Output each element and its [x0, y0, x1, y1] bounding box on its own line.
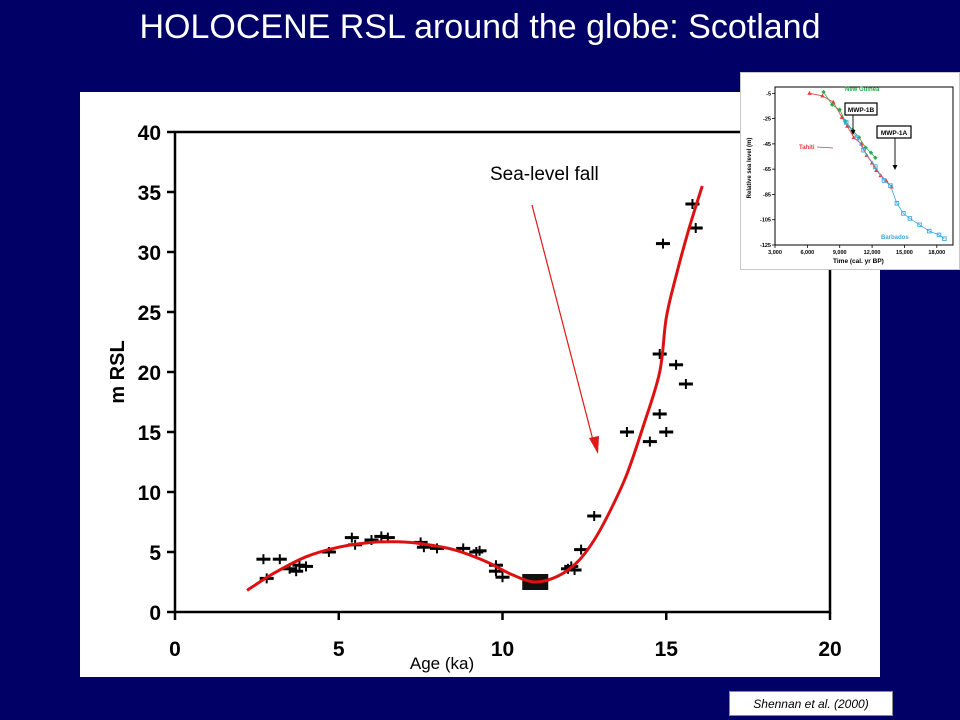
inset-point [927, 228, 932, 234]
inset-x-tick-label: 18,000 [928, 250, 945, 256]
inset-panel: -5 -25 -45 -65 -85 -105 -125 3,000 6,000 9,000 12,… [740, 72, 960, 270]
data-point [472, 545, 487, 556]
inset-point [854, 135, 860, 140]
inset-point [821, 89, 826, 95]
inset-point [873, 164, 878, 169]
data-point [272, 554, 287, 565]
citation: Shennan et al. (2000) [729, 691, 893, 716]
data-point [688, 223, 703, 233]
inset-y-tick-label: -105 [760, 218, 771, 224]
x-tick-label: 15 [655, 638, 679, 661]
inset-x-tick-label: 12,000 [864, 250, 881, 256]
inset-point [873, 155, 878, 160]
x-tick-label: 0 [169, 638, 181, 661]
data-point [344, 532, 359, 543]
y-tick-label: 0 [149, 602, 161, 625]
y-tick-label: 35 [138, 182, 162, 205]
data-point [652, 349, 667, 359]
inset-tahiti-pointer [816, 146, 834, 149]
y-tick-label: 5 [149, 542, 161, 565]
data-point [659, 427, 674, 437]
inset-point [894, 201, 900, 206]
data-point [655, 238, 670, 249]
inset-mwp1a-box [876, 125, 912, 139]
inset-x-tick-label: 15,000 [896, 250, 913, 256]
inset-point [807, 90, 812, 95]
rsl-chart: 0 5 10 15 20 25 30 35 40 0 5 10 15 20 m RSL Age (ka) Sea… [107, 122, 842, 673]
inset-label-tahiti: Tahiti [799, 145, 815, 151]
data-point [678, 379, 693, 389]
inset-y-tick-label: -125 [760, 243, 771, 249]
data-point [619, 427, 634, 437]
y-tick-label: 20 [138, 362, 161, 385]
inset-point [936, 232, 942, 238]
annotation-arrow-line [531, 204, 595, 445]
data-point [256, 554, 271, 565]
inset-x-tick-label: 3,000 [768, 250, 782, 256]
inset-label-mwp1a: MWP-1A [881, 130, 908, 137]
y-axis-label: m RSL [107, 340, 129, 403]
inset-y-axis-label: Relative sea level (m) [747, 138, 753, 199]
inset-point [942, 236, 947, 241]
inset-x-tick-label: 6,000 [800, 250, 814, 256]
inset-point [888, 183, 893, 188]
inset-point [874, 168, 879, 173]
inset-mwp1b-box [844, 102, 878, 116]
inset-y-tick-label: -25 [763, 117, 771, 123]
inset-point [842, 118, 848, 124]
inset-mwp1b-arrowhead [850, 130, 856, 135]
inset-label-barbados: Barbados [881, 235, 909, 241]
inset-y-tick-label: -85 [763, 192, 771, 198]
inset-x-axis-label: Time (cal. yr BP) [833, 258, 884, 265]
inset-plot-frame [774, 86, 954, 246]
x-axis-label: Age (ka) [410, 654, 474, 673]
inset-x-tick-label: 9,000 [833, 250, 847, 256]
x-tick-label: 10 [491, 638, 514, 661]
inset-point [881, 178, 887, 183]
inset-point [917, 222, 922, 228]
inset-mwp1a-arrowhead [892, 165, 898, 170]
y-tick-label: 25 [138, 302, 162, 325]
inset-y-tick-label: -45 [763, 142, 771, 148]
annotation-text: Sea-level fall [490, 164, 599, 185]
inset-label-mwp1b: MWP-1B [848, 107, 875, 114]
slide-title: HOLOCENE RSL around the globe: Scotland [139, 8, 821, 46]
y-tick-label: 40 [138, 122, 161, 145]
inset-point [901, 211, 906, 216]
inset-label-new-guinea: New Guinea [845, 87, 880, 93]
annotation-arrowhead [589, 436, 599, 454]
y-tick-label: 15 [138, 422, 162, 445]
inset-point [845, 123, 850, 128]
inset-series-line [845, 122, 945, 240]
data-point [652, 409, 667, 419]
inset-point [907, 216, 913, 221]
data-point [669, 359, 684, 370]
data-point [574, 544, 589, 555]
inset-point [820, 93, 825, 98]
data-point [289, 566, 304, 577]
inset-y-tick-label: -65 [763, 167, 771, 173]
inset-point [843, 120, 849, 125]
data-point [642, 436, 657, 447]
y-tick-label: 30 [138, 242, 161, 265]
fitted-rsl-curve [246, 185, 704, 592]
data-point [587, 511, 602, 521]
data-point [495, 572, 510, 583]
x-tick-label: 20 [818, 638, 841, 661]
data-point [299, 561, 313, 572]
x-tick-label: 5 [333, 638, 345, 661]
inset-point [839, 114, 845, 119]
inset-point [861, 147, 866, 153]
plot-frame [173, 130, 832, 614]
y-tick-label: 10 [138, 482, 161, 505]
inset-y-tick-label: -5 [766, 91, 771, 97]
